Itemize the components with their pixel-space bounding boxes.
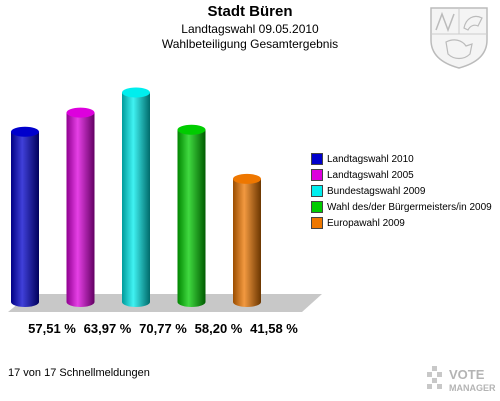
bar [66, 112, 95, 307]
legend-label: Europawahl 2009 [327, 217, 405, 229]
bar-cap [177, 124, 206, 135]
bar-cap [233, 173, 261, 184]
legend-swatch [311, 153, 323, 165]
legend-label: Bundestagswahl 2009 [327, 185, 426, 197]
bar-value-label: 41,58 % [250, 321, 298, 336]
bar-cap [122, 87, 150, 98]
legend-swatch [311, 217, 323, 229]
bar [177, 129, 206, 307]
svg-text:VOTE: VOTE [449, 367, 485, 382]
legend-label: Landtagswahl 2005 [327, 169, 414, 181]
legend-label: Landtagswahl 2010 [327, 153, 414, 165]
bar-cap [11, 126, 39, 137]
legend-label: Wahl des/der Bürgermeisters/in 2009 [327, 201, 492, 213]
legend-item: Europawahl 2009 [311, 215, 492, 231]
vote-manager-logo: VOTE MANAGER [424, 362, 500, 401]
bar-value-label: 58,20 % [195, 321, 243, 336]
legend-item: Landtagswahl 2010 [311, 151, 492, 167]
election-subtitle: Landtagswahl 09.05.2010 [181, 22, 319, 36]
bar [233, 178, 261, 307]
page-title: Stadt Büren [207, 3, 293, 20]
legend-item: Landtagswahl 2005 [311, 167, 492, 183]
bar-value-label: 57,51 % [28, 321, 76, 336]
legend-item: Bundestagswahl 2009 [311, 183, 492, 199]
bar [11, 131, 39, 307]
legend: Landtagswahl 2010 Landtagswahl 2005 Bund… [311, 151, 492, 231]
legend-item: Wahl des/der Bürgermeisters/in 2009 [311, 199, 492, 215]
coat-of-arms-icon [430, 7, 488, 69]
bar-value-label: 70,77 % [139, 321, 187, 336]
legend-swatch [311, 201, 323, 213]
legend-swatch [311, 185, 323, 197]
svg-text:MANAGER: MANAGER [449, 383, 496, 393]
bar-cap [66, 107, 95, 118]
bar [122, 92, 150, 307]
legend-swatch [311, 169, 323, 181]
footer-status: 17 von 17 Schnellmeldungen [8, 367, 150, 379]
chart-subtitle: Wahlbeteiligung Gesamtergebnis [161, 37, 339, 51]
bar-value-label: 63,97 % [84, 321, 132, 336]
chart-floor [8, 294, 322, 312]
